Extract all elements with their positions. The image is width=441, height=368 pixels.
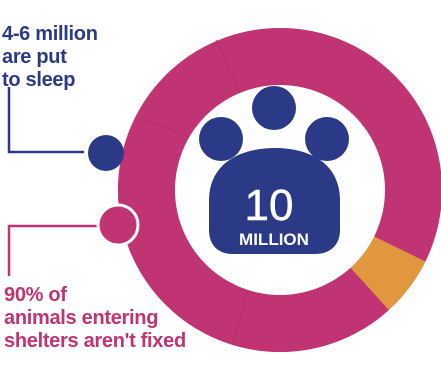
callout-line: to sleep (2, 69, 76, 91)
callout-line: 90% of (4, 284, 67, 306)
callout-dot-bottom (96, 203, 140, 247)
ring-divider (141, 117, 197, 141)
paw-print-icon: 10 MILLION (199, 86, 349, 254)
paw-toe-icon (305, 117, 349, 161)
callout-dot-top (88, 135, 124, 171)
ring-divider (215, 39, 242, 97)
callout-connector-bottom (7, 203, 140, 276)
center-number: 10 (245, 181, 294, 230)
center-unit: MILLION (239, 230, 309, 249)
callout-line: animals entering (4, 307, 159, 329)
paw-toe-icon (252, 86, 296, 130)
ring-divider (232, 283, 251, 342)
ring-dividers (141, 39, 251, 342)
callout-line: are put (2, 46, 67, 68)
callout-line: shelters aren't fixed (4, 330, 186, 352)
callout-line: 4-6 million (2, 23, 98, 45)
connector-line (7, 224, 98, 276)
callout-top-text: 4-6 million are put to sleep (2, 23, 98, 92)
paw-toe-icon (199, 117, 243, 161)
connector-line (7, 87, 84, 154)
paw-pad-icon (209, 148, 340, 254)
callout-connector-top (7, 87, 124, 171)
callout-bottom-text: 90% of animals entering shelters aren't … (4, 284, 186, 353)
